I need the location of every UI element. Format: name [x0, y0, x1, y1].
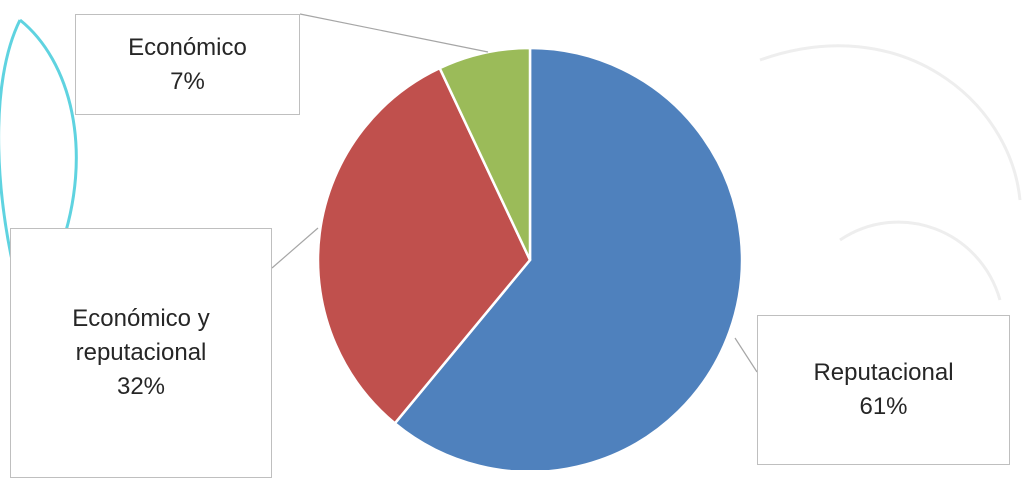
value-label: 7% — [170, 67, 205, 95]
category-label: Económico — [128, 33, 247, 61]
category-label: Económico y reputacional — [72, 305, 210, 366]
category-label: Reputacional — [813, 359, 954, 386]
value-label: 61% — [859, 393, 908, 420]
pie-slice — [316, 66, 532, 426]
pie-slice — [438, 46, 532, 261]
leader-line — [299, 13, 489, 53]
data-label-box: Reputacional 61% — [757, 315, 1010, 465]
leader-line — [271, 227, 319, 269]
pie-slice — [393, 46, 744, 470]
leader-lines — [271, 13, 758, 373]
data-label-box: Económico y reputacional 32% — [10, 228, 272, 478]
data-label-box: Económico 7% — [75, 14, 300, 115]
background-sketch — [759, 44, 1022, 301]
pie — [316, 46, 744, 470]
value-label: 32% — [116, 373, 166, 400]
leader-line — [734, 337, 758, 373]
